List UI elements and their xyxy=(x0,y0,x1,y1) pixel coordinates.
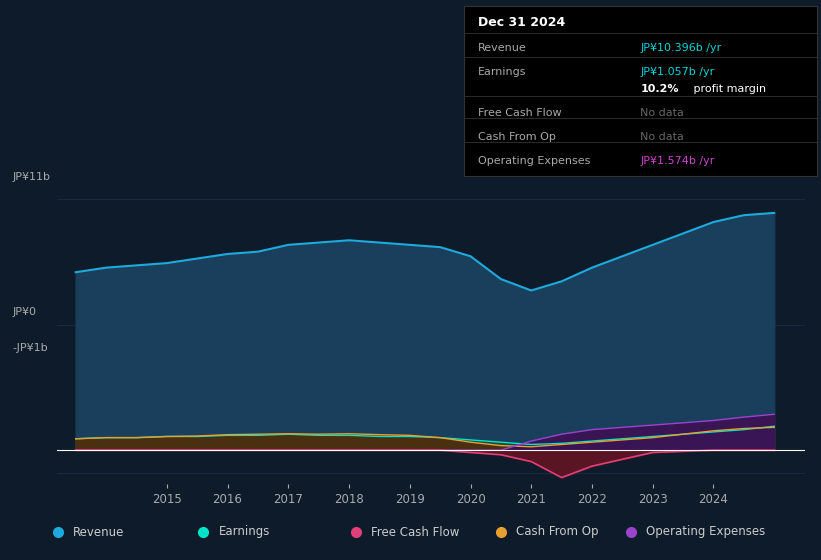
Text: Cash From Op: Cash From Op xyxy=(516,525,599,539)
Text: JP¥0: JP¥0 xyxy=(12,307,36,317)
Text: Free Cash Flow: Free Cash Flow xyxy=(478,108,562,118)
Text: 10.2%: 10.2% xyxy=(640,84,679,94)
Text: Dec 31 2024: Dec 31 2024 xyxy=(478,16,565,29)
Text: -JP¥1b: -JP¥1b xyxy=(12,343,48,353)
Text: profit margin: profit margin xyxy=(690,84,766,94)
Text: Revenue: Revenue xyxy=(478,43,527,53)
Text: Earnings: Earnings xyxy=(218,525,270,539)
Text: Operating Expenses: Operating Expenses xyxy=(646,525,765,539)
Text: JP¥1.057b /yr: JP¥1.057b /yr xyxy=(640,67,714,77)
Text: Revenue: Revenue xyxy=(73,525,125,539)
Text: Free Cash Flow: Free Cash Flow xyxy=(371,525,460,539)
Text: Operating Expenses: Operating Expenses xyxy=(478,156,590,166)
Text: No data: No data xyxy=(640,132,684,142)
Text: JP¥1.574b /yr: JP¥1.574b /yr xyxy=(640,156,715,166)
Text: Cash From Op: Cash From Op xyxy=(478,132,556,142)
Text: JP¥11b: JP¥11b xyxy=(12,172,50,183)
Text: No data: No data xyxy=(640,108,684,118)
Text: JP¥10.396b /yr: JP¥10.396b /yr xyxy=(640,43,722,53)
Text: Earnings: Earnings xyxy=(478,67,526,77)
